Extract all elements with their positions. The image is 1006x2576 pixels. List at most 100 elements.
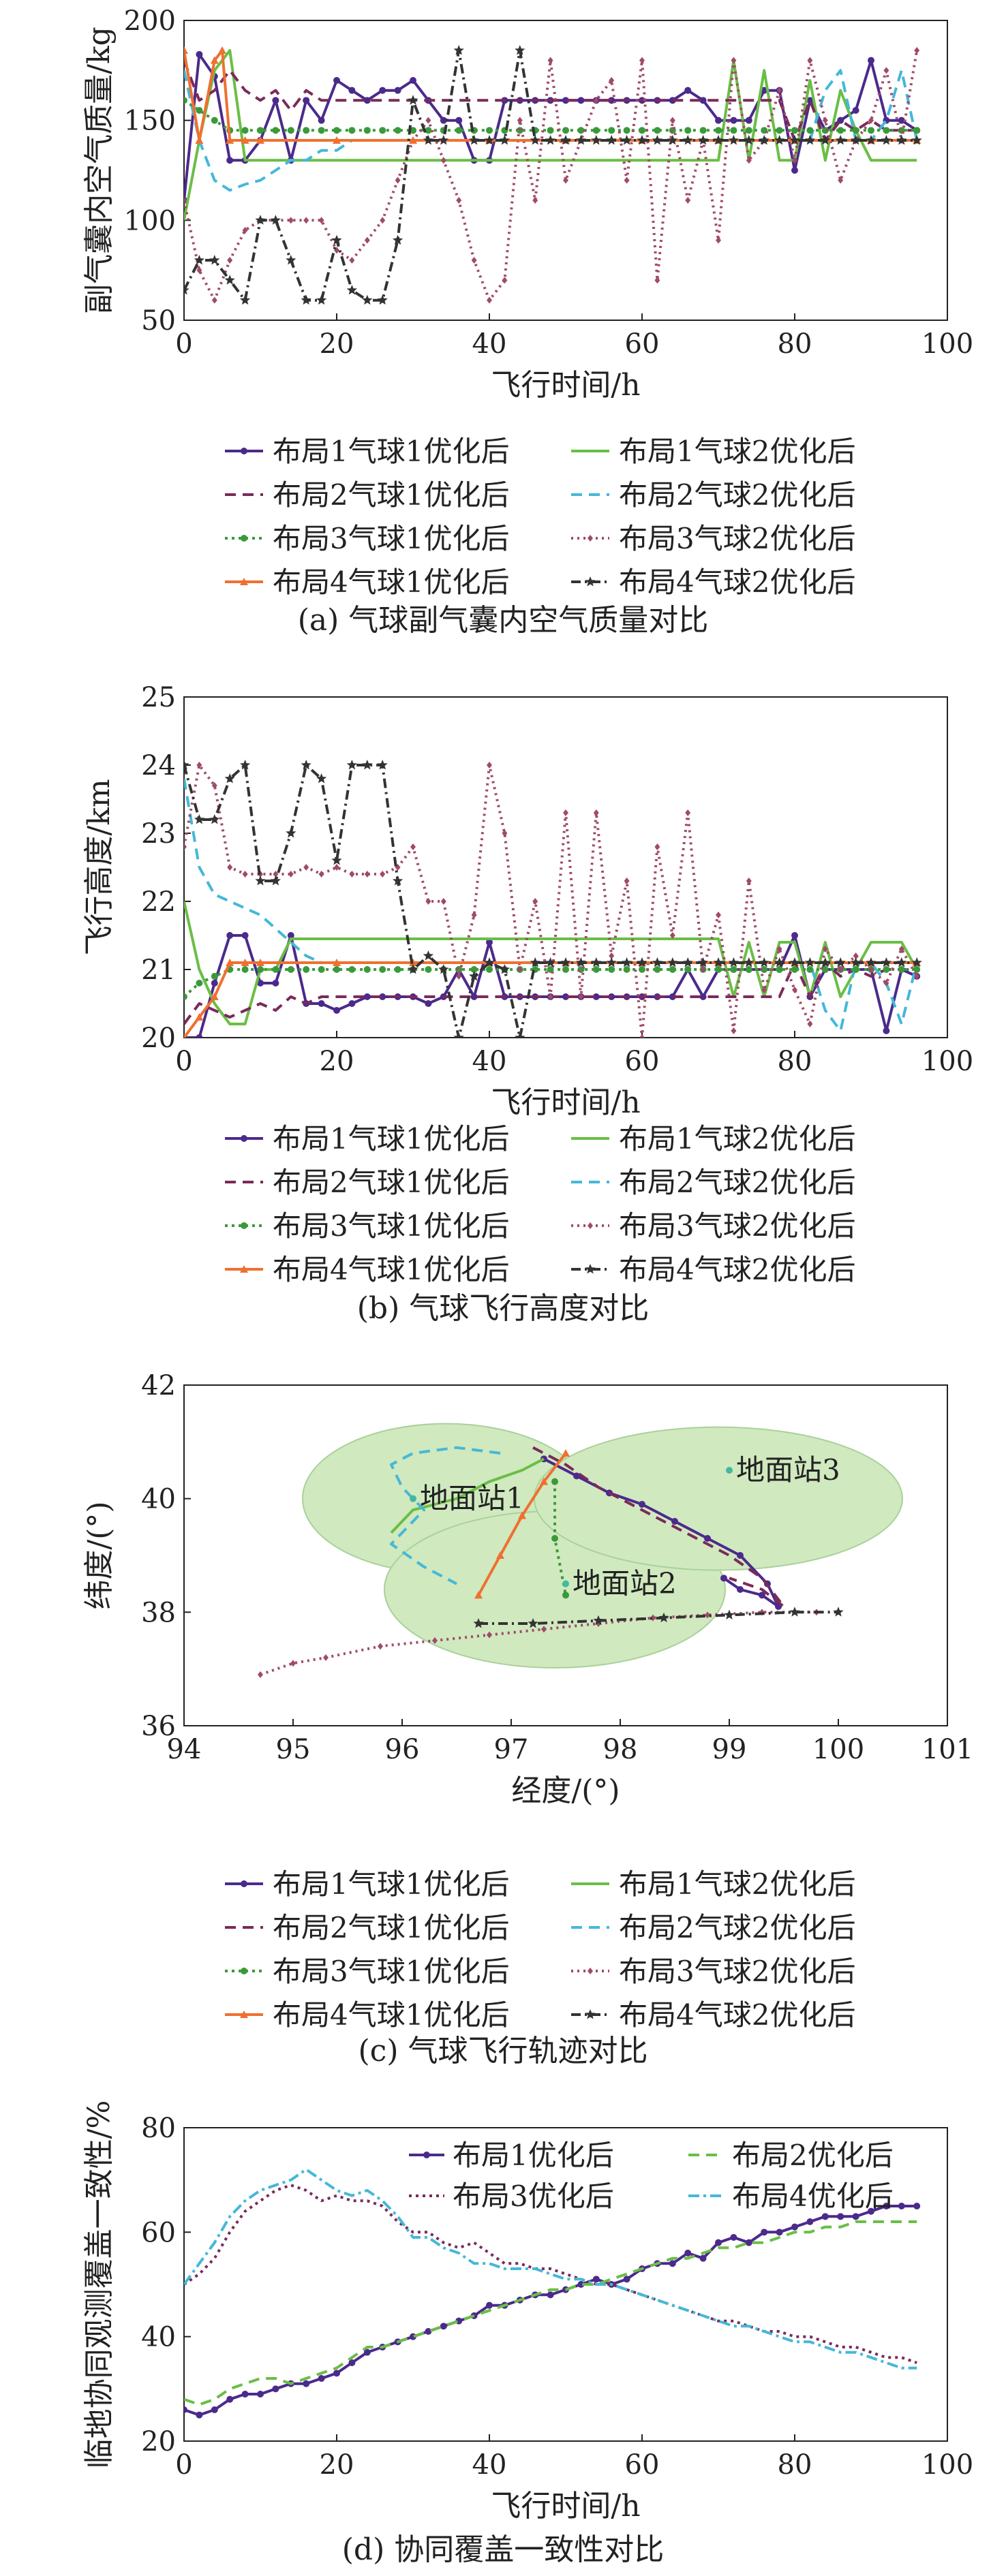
data-point (730, 127, 737, 134)
data-point (669, 117, 675, 124)
data-point (806, 2218, 814, 2225)
data-point (379, 993, 386, 1000)
data-point (379, 87, 386, 94)
data-point (270, 875, 281, 886)
x-tick-label: 99 (712, 1734, 747, 1765)
data-point (562, 966, 569, 973)
data-point (316, 294, 327, 305)
data-point (288, 217, 294, 224)
data-point (348, 2359, 356, 2366)
y-tick-label: 24 (141, 750, 176, 781)
data-point (194, 255, 204, 265)
data-point (348, 966, 356, 973)
x-tick-label: 20 (320, 2449, 354, 2481)
data-point (609, 952, 615, 959)
x-tick-label: 60 (625, 1046, 660, 1077)
data-point (593, 809, 599, 816)
data-point (669, 2260, 676, 2267)
data-point (257, 127, 264, 134)
data-point (898, 2203, 905, 2209)
data-point (652, 135, 662, 145)
data-point (745, 117, 752, 124)
x-tick-label: 98 (603, 1734, 638, 1765)
legend-label-7: 布局4气球1优化后 (273, 1253, 509, 1286)
data-point (624, 878, 630, 884)
data-point (349, 257, 355, 264)
data-point (440, 898, 446, 905)
data-point (639, 1034, 645, 1038)
data-point (715, 2239, 722, 2246)
series-line-4 (184, 778, 919, 1032)
x-tick-label: 80 (778, 1046, 812, 1077)
legend-label-5: 布局3气球1优化后 (273, 522, 509, 555)
data-point (622, 135, 632, 145)
data-point (184, 993, 187, 1000)
data-point (210, 56, 219, 64)
data-point (547, 966, 554, 973)
legend-label-5: 布局3气球1优化后 (273, 1955, 509, 1988)
data-point (724, 1609, 735, 1619)
data-point (211, 2406, 218, 2413)
legend-marker (241, 448, 247, 454)
legend-marker (585, 1264, 596, 1274)
data-point (699, 993, 707, 1000)
data-point (774, 957, 785, 967)
data-point (331, 234, 342, 245)
data-point (807, 1021, 813, 1027)
data-point (380, 217, 386, 224)
data-point (241, 932, 249, 939)
data-point (227, 257, 233, 264)
data-point (684, 87, 692, 94)
data-point (654, 277, 660, 284)
data-point (639, 127, 645, 134)
data-point (453, 45, 464, 55)
data-point (379, 127, 386, 134)
data-point (224, 773, 235, 783)
x-tick-label: 100 (921, 2449, 973, 2481)
data-point (833, 1607, 844, 1617)
data-point (759, 1592, 765, 1599)
data-point (540, 1477, 548, 1485)
data-point (348, 127, 356, 134)
data-point (591, 135, 602, 145)
panel-b: 0 20 40 60 80 100 20 21 22 23 24 25 飞行时间/h 飞行高度/km 布局… (0, 644, 1006, 1326)
data-point (226, 959, 234, 966)
data-point (744, 135, 754, 145)
legend-label-8: 布局4气球2优化后 (619, 1998, 855, 2032)
data-point (623, 127, 630, 134)
data-point (759, 135, 769, 145)
panel-c: 94 95 96 97 98 99 100 101 36 38 40 42 经度/(°) 纬度/(°) 地面… (0, 1325, 1006, 2075)
data-point (456, 973, 462, 980)
data-point (303, 966, 310, 973)
data-point (196, 762, 202, 769)
x-tick-label: 94 (167, 1734, 202, 1765)
data-point (394, 966, 401, 973)
data-point (440, 2323, 447, 2330)
x-tick-label: 101 (921, 1734, 973, 1765)
legend-marker (241, 1135, 247, 1142)
data-point (684, 127, 692, 134)
data-point (852, 107, 859, 114)
data-point (562, 97, 569, 104)
y-tick-label: 23 (141, 818, 176, 850)
data-point (911, 957, 922, 967)
data-point (196, 50, 203, 58)
series-group (258, 1446, 844, 1678)
data-point (731, 1027, 737, 1034)
x-tick-label: 40 (472, 2449, 507, 2481)
ground-station-marker (410, 1495, 416, 1502)
data-point (789, 1607, 800, 1617)
data-point (868, 57, 874, 64)
data-point (746, 157, 752, 164)
y-tick-label: 100 (124, 205, 176, 236)
data-point (349, 871, 355, 878)
data-point (486, 966, 493, 973)
data-point (705, 1611, 710, 1619)
data-point (654, 127, 661, 134)
data-point (487, 1631, 492, 1639)
data-point (410, 843, 416, 850)
data-point (606, 957, 617, 967)
